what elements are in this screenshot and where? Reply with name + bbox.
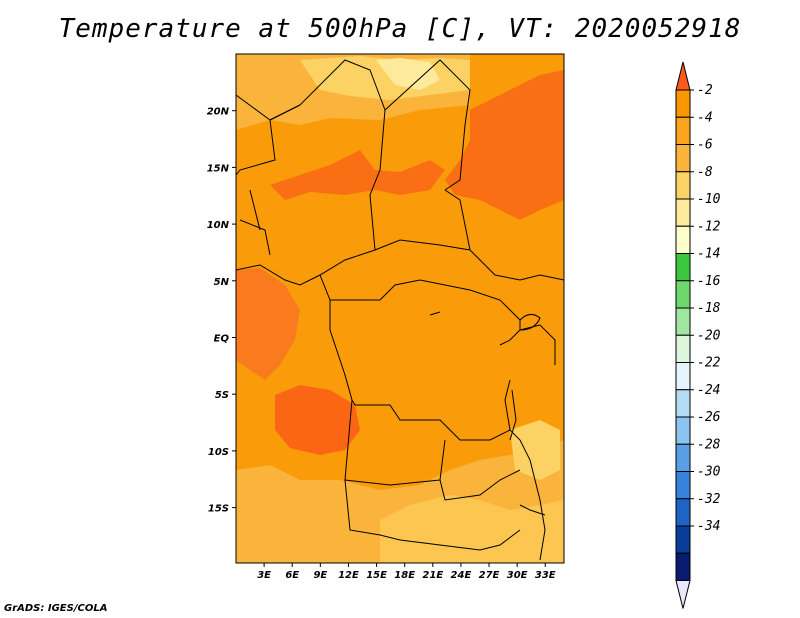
y-tick-label: 15S	[208, 504, 229, 515]
colorbar-label: -32	[697, 492, 721, 507]
colorbar-bottom-arrow	[675, 580, 691, 609]
colorbar-label: -4	[697, 110, 713, 125]
colorbar-label: -34	[697, 519, 720, 534]
colorbar-swatch	[675, 552, 691, 581]
field-sahel-warm	[270, 150, 445, 200]
colorbar-label: -2	[697, 83, 713, 98]
y-axis: 20N 15N 10N 5N EQ 5S 10S 15S	[207, 107, 236, 515]
colorbar-label: -10	[697, 192, 721, 207]
colorbar-label: -14	[697, 247, 720, 262]
colorbar-swatch	[675, 280, 691, 309]
colorbar-swatch	[675, 334, 691, 363]
field-southeast-colder	[510, 420, 560, 480]
x-tick-label: 18E	[394, 570, 415, 581]
map-frame	[235, 53, 565, 564]
colorbar-label: -16	[697, 274, 721, 289]
x-tick-label: 21E	[422, 570, 443, 581]
y-tick-label: 10N	[207, 220, 230, 231]
field-gabon-warm	[236, 268, 300, 380]
y-tick-label: 15N	[207, 163, 230, 174]
x-tick-label: 12E	[338, 570, 359, 581]
x-tick-label: 3E	[257, 570, 271, 581]
colorbar-label: -6	[697, 138, 713, 153]
y-tick-label: 20N	[207, 107, 230, 118]
x-tick-label: 33E	[535, 570, 556, 581]
colorbar-swatch	[675, 416, 691, 445]
colorbar-label: -12	[697, 219, 721, 234]
colorbar-swatch	[675, 362, 691, 391]
colorbar-label: -8	[697, 165, 713, 180]
x-tick-label: 30E	[507, 570, 528, 581]
colorbar-swatch	[675, 498, 691, 527]
y-tick-label: 10S	[208, 447, 229, 458]
x-tick-label: 24E	[451, 570, 472, 581]
x-tick-label: 27E	[479, 570, 500, 581]
field-north-coldest	[376, 58, 440, 90]
map-title: Temperature at 500hPa [C], VT: 202005291…	[58, 14, 742, 44]
colorbar-label: -22	[697, 356, 721, 371]
y-tick-label: 5S	[215, 390, 229, 401]
colorbar-swatch	[675, 525, 691, 554]
colorbar-label: -26	[697, 410, 721, 425]
colorbar-swatch	[675, 198, 691, 227]
colorbar-label: -20	[697, 328, 721, 343]
colorbar-swatch	[675, 471, 691, 500]
y-tick-label: EQ	[214, 334, 230, 345]
colorbar-swatch	[675, 389, 691, 418]
colorbar-top-arrow	[675, 61, 691, 91]
x-axis: 3E 6E 9E 12E 15E 18E 21E 24E 27E 30E 33E	[257, 563, 556, 581]
colorbar-swatch	[675, 171, 691, 200]
colorbar-label: -24	[697, 383, 720, 398]
grads-credit: GrADS: IGES/COLA	[4, 603, 108, 614]
colorbar-label: -18	[697, 301, 721, 316]
colorbar-swatch	[675, 144, 691, 173]
colorbar-swatch	[675, 253, 691, 282]
colorbar: -2 -4 -6 -8 -10 -12 -14 -16 -18 -20 -22 -24 -26 -28 -3…	[675, 61, 721, 609]
colorbar-label: -30	[697, 465, 721, 480]
field-south-colder	[380, 495, 564, 563]
field-angola-warm	[275, 385, 360, 455]
colorbar-swatch	[675, 307, 691, 336]
colorbar-label: -28	[697, 437, 721, 452]
colorbar-swatch	[675, 443, 691, 472]
country-borders	[236, 59, 564, 561]
lakes	[429, 311, 546, 516]
x-tick-label: 9E	[313, 570, 327, 581]
colorbar-swatch	[675, 89, 691, 118]
y-tick-label: 5N	[214, 277, 230, 288]
x-tick-label: 15E	[366, 570, 387, 581]
temperature-field	[236, 54, 564, 563]
field-northeast-warm	[445, 70, 564, 220]
x-tick-label: 6E	[285, 570, 299, 581]
colorbar-swatch	[675, 116, 691, 145]
colorbar-swatch	[675, 225, 691, 254]
